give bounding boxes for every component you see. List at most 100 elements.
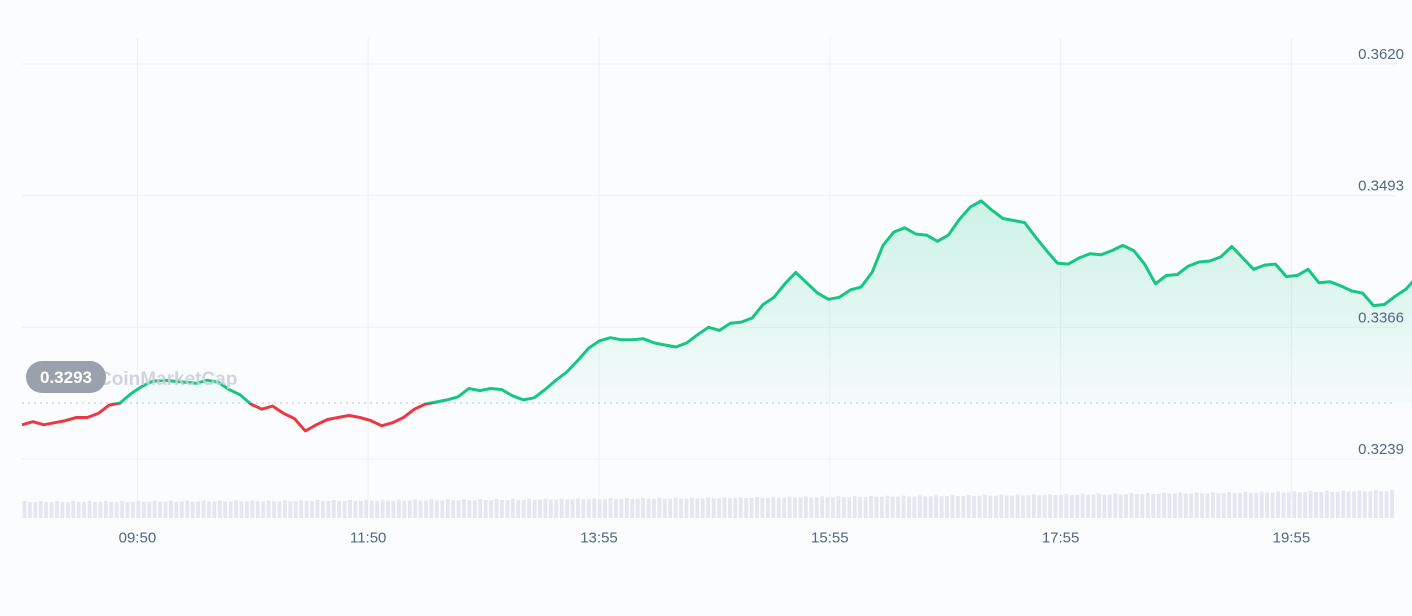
volume-bar [972, 495, 977, 518]
volume-bar [407, 500, 412, 518]
volume-bar [1172, 493, 1177, 518]
volume-bar [65, 501, 70, 518]
volume-bar [418, 500, 423, 518]
volume-bar [803, 496, 808, 518]
volume-bar [1162, 492, 1166, 518]
volume-bar [858, 497, 863, 518]
volume-bar [814, 497, 819, 518]
volume-bar [396, 499, 401, 518]
volume-bar [999, 494, 1004, 518]
volume-bar [885, 495, 890, 518]
volume-bar [467, 500, 472, 518]
volume-bar [1097, 493, 1101, 518]
volume-bar [532, 499, 537, 518]
volume-bar [22, 501, 27, 518]
volume-bar [1021, 495, 1025, 518]
volume-bar [993, 495, 998, 518]
volume-bar [570, 499, 575, 518]
volume-bar [1037, 495, 1042, 518]
volume-bar [1254, 492, 1259, 518]
y-axis-labels: 0.3620 0.3493 0.3366 0.3239 [1358, 46, 1404, 458]
reference-price-label: 0.3293 [40, 368, 92, 387]
volume-bar [776, 497, 781, 518]
volume-bar [320, 501, 325, 518]
volume-bar [1167, 493, 1172, 518]
volume-bar [163, 501, 168, 518]
volume-bar [863, 496, 868, 518]
volume-bar [402, 500, 407, 518]
x-axis-labels: 09:5011:5013:5515:5517:5519:5522:0000:00… [119, 529, 1311, 546]
volume-bar [82, 501, 87, 518]
volume-bar [1221, 493, 1226, 518]
volume-bar [1286, 492, 1291, 518]
volume-bar [87, 500, 92, 518]
volume-bar [451, 500, 456, 518]
volume-bar [1129, 493, 1134, 518]
volume-bar [1390, 490, 1394, 518]
volume-bar [217, 500, 222, 518]
volume-bar [1010, 495, 1015, 518]
volume-bar [662, 498, 667, 518]
volume-bar [489, 500, 494, 518]
volume-bar [521, 499, 526, 518]
volume-bar [1368, 491, 1373, 518]
volume-bar [1194, 492, 1199, 518]
volume-bar [635, 498, 640, 518]
volume-bar [494, 499, 499, 518]
volume-bar [445, 499, 450, 518]
volume-bar [1314, 492, 1318, 518]
volume-bar [1004, 495, 1009, 518]
volume-bar [890, 496, 895, 518]
volume-bar [44, 501, 49, 518]
volume-bar [185, 500, 190, 518]
volume-bar [896, 496, 901, 518]
volume-bar [1259, 491, 1264, 518]
volume-bar [1053, 495, 1058, 518]
volume-bar [945, 496, 949, 518]
volume-bar [516, 499, 521, 518]
volume-bar [977, 495, 982, 518]
volume-bar [641, 497, 645, 518]
volume-bar [413, 499, 418, 518]
volume-bar [255, 501, 260, 518]
volume-bar [1303, 492, 1308, 518]
volume-bar [983, 494, 987, 518]
volume-bar [543, 498, 548, 518]
volume-bar [928, 496, 933, 518]
volume-bar [310, 501, 314, 518]
volume-bar [961, 496, 966, 518]
volume-bar [901, 495, 906, 518]
y-tick-label: 0.3366 [1358, 309, 1404, 326]
volume-bar [869, 495, 873, 518]
volume-bar [695, 498, 700, 518]
volume-bar [624, 498, 629, 518]
volume-bar [1156, 493, 1161, 518]
volume-bar [1308, 491, 1313, 518]
volume-bar [348, 499, 352, 518]
volume-bar [1362, 491, 1367, 518]
volume-bar [190, 501, 195, 518]
volume-bar [369, 500, 374, 518]
volume-bar [1200, 493, 1204, 518]
volume-bar [597, 499, 602, 518]
volume-bar [1135, 494, 1139, 518]
volume-bar [988, 495, 993, 518]
volume-bar [586, 499, 591, 518]
volume-bar [749, 498, 754, 518]
volume-bar [288, 501, 293, 518]
volume-bar [836, 496, 841, 518]
volume-bar [1341, 490, 1346, 518]
volume-bar [1118, 494, 1123, 518]
volume-bar [1330, 491, 1335, 518]
volume-bar [673, 497, 678, 518]
watermark-logo-text: CoinMarketCap [98, 369, 237, 390]
volume-bar [49, 501, 54, 518]
volume-bar [456, 500, 461, 518]
volume-bar [825, 497, 830, 518]
volume-bar [879, 496, 884, 518]
volume-bar [717, 498, 721, 518]
volume-bar [1124, 494, 1128, 518]
volume-bar [201, 500, 206, 518]
